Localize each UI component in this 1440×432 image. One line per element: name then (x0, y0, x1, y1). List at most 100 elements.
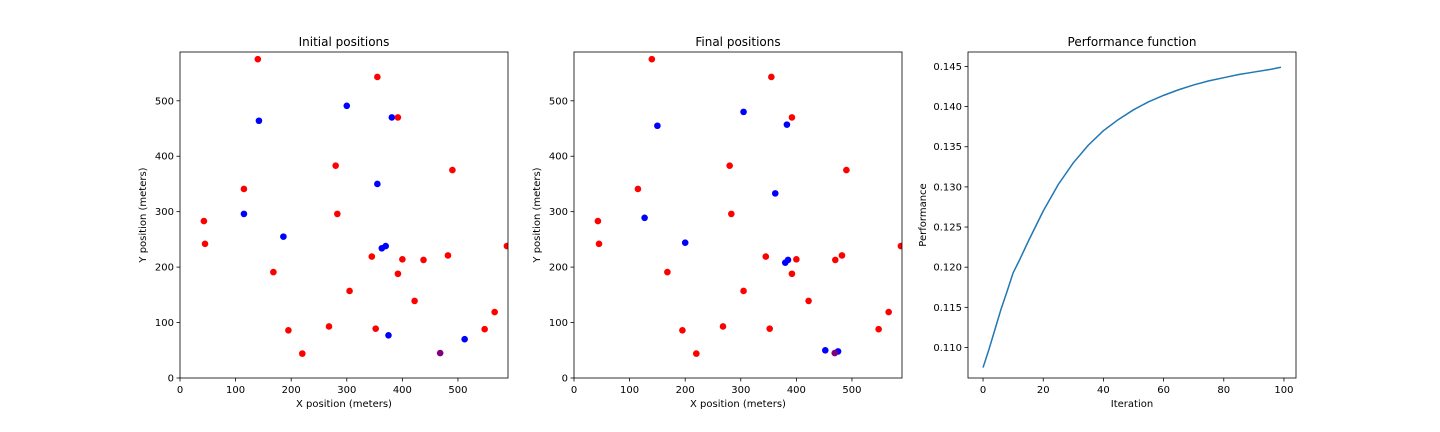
data-point (740, 287, 747, 295)
data-point (648, 55, 656, 63)
x-axis-label: X position (meters) (296, 399, 392, 410)
data-point (411, 297, 418, 305)
data-point (461, 335, 468, 343)
series-2 (641, 108, 842, 355)
data-point (201, 240, 209, 248)
x-tick-label: 60 (1157, 385, 1170, 396)
data-point (372, 325, 379, 332)
data-point (897, 242, 902, 250)
data-point (719, 323, 727, 330)
data-point (728, 210, 735, 218)
plot-area (594, 55, 902, 357)
data-point (740, 108, 747, 116)
y-tick-label: 0 (562, 374, 568, 385)
data-point (436, 349, 444, 357)
data-point (346, 287, 353, 295)
data-point (343, 102, 351, 110)
data-point (838, 252, 846, 259)
data-point (394, 270, 402, 278)
x-tick-label: 100 (226, 385, 245, 396)
y-tick-label: 0.145 (933, 62, 962, 73)
y-tick-label: 0 (168, 374, 174, 385)
x-tick-label: 200 (676, 385, 695, 396)
x-tick-label: 40 (1097, 385, 1110, 396)
chart-title: Performance function (1068, 35, 1197, 49)
data-point (681, 239, 689, 247)
series-3 (436, 349, 444, 357)
data-point (843, 166, 850, 174)
data-point (594, 217, 602, 225)
data-point (385, 332, 392, 339)
data-point (805, 297, 812, 305)
x-tick-label: 400 (787, 385, 806, 396)
data-point (240, 185, 248, 193)
data-point (783, 121, 791, 128)
data-point (388, 114, 396, 121)
data-point (771, 190, 779, 197)
x-tick-label: 0 (980, 385, 986, 396)
y-tick-label: 200 (155, 263, 174, 274)
data-point (654, 122, 661, 130)
data-point (679, 327, 686, 334)
data-point (788, 270, 796, 278)
y-tick-label: 500 (549, 96, 568, 107)
data-point (693, 350, 700, 357)
data-point (325, 323, 333, 330)
data-point (664, 268, 671, 276)
y-tick-label: 0.135 (933, 142, 962, 153)
data-point (503, 242, 508, 250)
data-point (399, 256, 406, 263)
data-point (481, 325, 488, 333)
plot-frame (967, 51, 1297, 379)
data-point (332, 162, 339, 169)
data-point (255, 117, 263, 125)
x-tick-label: 20 (1037, 385, 1050, 396)
y-tick-label: 0.125 (933, 223, 962, 234)
data-point (885, 308, 892, 316)
chart-title: Initial positions (299, 35, 390, 49)
series-3 (831, 349, 839, 357)
data-point (875, 325, 882, 333)
series-1 (200, 55, 508, 357)
y-tick-label: 400 (155, 152, 174, 163)
data-point (285, 327, 292, 334)
y-axis-label: Y position (meters) (532, 167, 543, 263)
chart-title: Final positions (695, 35, 780, 49)
data-point (368, 253, 376, 260)
data-point (634, 185, 642, 193)
y-tick-label: 0.140 (933, 102, 962, 113)
x-tick-label: 500 (842, 385, 861, 396)
plot-frame (179, 51, 509, 379)
data-point (766, 325, 773, 332)
y-tick-label: 300 (549, 207, 568, 218)
data-point (831, 349, 839, 357)
data-point (280, 233, 287, 240)
y-tick-label: 300 (155, 207, 174, 218)
y-axis-label: Y position (meters) (138, 167, 149, 263)
data-point (334, 210, 341, 218)
data-point (382, 242, 389, 250)
chart-panel-2: Final positions 0 100 200 300 400 500 0 100 200 30… (532, 35, 903, 410)
data-point (394, 114, 402, 121)
data-point (821, 346, 829, 354)
y-tick-label: 0.115 (933, 303, 962, 314)
x-tick-label: 0 (177, 385, 183, 396)
data-point (270, 268, 277, 276)
x-tick-label: 300 (731, 385, 750, 396)
data-point (200, 217, 208, 225)
x-tick-label: 500 (448, 385, 467, 396)
series-1 (594, 55, 902, 357)
series-2 (240, 102, 468, 343)
chart-panel-1: Initial positions 0 100 200 300 400 500 0 100 200… (138, 35, 509, 410)
x-tick-label: 300 (337, 385, 356, 396)
data-point (299, 350, 306, 357)
y-tick-label: 500 (155, 96, 174, 107)
data-point (491, 308, 498, 316)
x-axis-label: X position (meters) (690, 399, 786, 410)
data-point (254, 55, 262, 63)
y-tick-label: 0.130 (933, 182, 962, 193)
y-tick-label: 0.110 (933, 343, 962, 354)
data-point (784, 256, 792, 264)
data-point (762, 253, 770, 260)
